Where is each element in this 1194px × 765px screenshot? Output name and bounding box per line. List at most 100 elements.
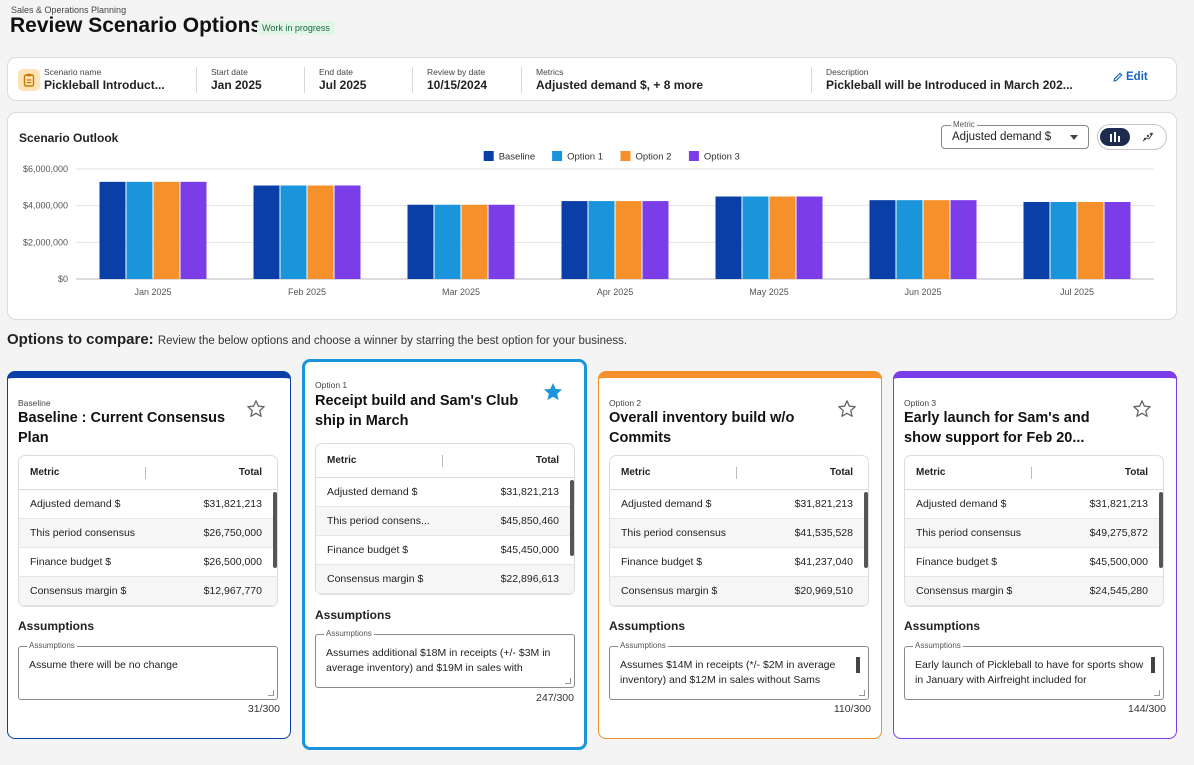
metrics-field: Metrics Adjusted demand $, + 8 more (536, 67, 703, 92)
option-card-option-2[interactable]: Option 2 Overall inventory build w/o Com… (598, 371, 882, 739)
assumptions-textarea[interactable]: Assumptions Assumes $14M in receipts (*/… (609, 641, 869, 700)
field-value: Pickleball will be Introduced in March 2… (826, 78, 1073, 92)
metric-cell: Consensus margin $ (621, 585, 718, 597)
bar (615, 201, 642, 279)
textarea-scrollbar[interactable] (1151, 657, 1155, 673)
bar (180, 181, 207, 279)
column-header-total[interactable]: Total (535, 455, 559, 466)
option-title: Baseline : Current Consensus Plan (18, 410, 226, 446)
option-title: Early launch for Sam's and show support … (904, 410, 1090, 446)
table-row: Finance budget $ $45,500,000 (905, 548, 1163, 577)
total-cell: $20,969,510 (794, 585, 853, 597)
metric-cell: This period consens... (327, 515, 430, 527)
metric-cell: Finance budget $ (30, 556, 112, 568)
table-scrollbar[interactable] (1159, 492, 1163, 568)
table-row: This period consensus $41,535,528 (610, 519, 868, 548)
assumptions-textarea[interactable]: Assumptions Early launch of Pickleball t… (904, 641, 1164, 700)
metric-cell: This period consensus (916, 527, 1022, 539)
textarea-scrollbar[interactable] (856, 657, 860, 673)
star-button[interactable] (542, 381, 564, 408)
char-count: 144/300 (1128, 703, 1166, 715)
column-header-total[interactable]: Total (829, 467, 853, 478)
option-card-option-1[interactable]: Option 1 Receipt build and Sam's Club sh… (302, 359, 587, 750)
assumptions-heading: Assumptions (904, 619, 981, 633)
column-header-metric[interactable]: Metric (621, 467, 651, 478)
total-cell: $31,821,213 (794, 498, 853, 510)
y-tick-label: $6,000,000 (23, 164, 68, 174)
bar (869, 200, 896, 279)
legend-label: Option 3 (704, 152, 740, 163)
field-value: 10/15/2024 (427, 78, 488, 92)
chart-title: Scenario Outlook (19, 131, 119, 145)
options-compare-title: Options to compare: (7, 331, 154, 348)
metric-table: Metric Total Adjusted demand $ $31,821,21… (18, 455, 278, 607)
bar (561, 201, 588, 279)
bar (950, 200, 977, 279)
table-scrollbar[interactable] (570, 480, 574, 556)
star-button[interactable] (837, 399, 857, 424)
assumptions-textarea[interactable]: Assumptions Assume there will be no chan… (18, 641, 278, 700)
table-scrollbar[interactable] (864, 492, 868, 568)
assumptions-text: Assumes $14M in receipts (*/- $2M in ave… (620, 659, 836, 686)
legend-swatch (688, 151, 699, 161)
y-tick-label: $4,000,000 (23, 201, 68, 211)
field-value: Adjusted demand $, + 8 more (536, 78, 704, 92)
assumptions-textarea[interactable]: Assumptions Assumes additional $18M in r… (315, 629, 575, 688)
assumptions-heading: Assumptions (18, 619, 95, 633)
metric-table: Metric Total Adjusted demand $ $31,821,21… (315, 443, 575, 595)
option-card-baseline[interactable]: Baseline Baseline : Current Consensus Pl… (7, 371, 291, 739)
edit-button-label: Edit (1126, 71, 1148, 83)
assumptions-field-label: Assumptions (324, 629, 374, 638)
table-row: Adjusted demand $ $31,821,213 (19, 490, 277, 519)
field-label: Scenario name (44, 67, 102, 77)
column-header-total[interactable]: Total (238, 467, 262, 478)
column-header-total[interactable]: Total (1124, 467, 1148, 478)
column-header-metric[interactable]: Metric (916, 467, 946, 478)
table-row: This period consensus $49,275,872 (905, 519, 1163, 548)
chevron-down-icon (1070, 135, 1078, 140)
resize-handle[interactable] (1154, 690, 1160, 696)
option-title: Overall inventory build w/o Commits (609, 410, 795, 446)
divider (811, 67, 812, 93)
legend-label: Option 2 (636, 152, 672, 163)
breadcrumb[interactable]: Sales & Operations Planning (11, 5, 127, 15)
option-title: Receipt build and Sam's Club ship in Mar… (315, 393, 519, 429)
scenario-outlook-panel: $0 $2,000,000 $4,000,000 $6,000,000 Jan 2025… (7, 112, 1177, 320)
star-outline-icon (1133, 400, 1151, 417)
column-divider (442, 455, 443, 467)
metric-cell: Adjusted demand $ (916, 498, 1007, 510)
bar (588, 201, 615, 279)
column-header-metric[interactable]: Metric (327, 455, 357, 466)
bar (407, 204, 434, 279)
star-button[interactable] (246, 399, 266, 424)
metric-cell: This period consensus (30, 527, 136, 539)
scatter-chart-view-button[interactable] (1133, 128, 1163, 146)
legend-label: Baseline (499, 152, 535, 163)
bar (307, 185, 334, 279)
y-tick-label: $2,000,000 (23, 237, 68, 247)
metric-cell: Finance budget $ (621, 556, 703, 568)
option-card-option-3[interactable]: Option 3 Early launch for Sam's and show… (893, 371, 1177, 739)
resize-handle[interactable] (268, 690, 274, 696)
metric-select[interactable]: Metric Adjusted demand $ (941, 120, 1089, 149)
total-cell: $41,237,040 (794, 556, 853, 568)
resize-handle[interactable] (859, 690, 865, 696)
table-scrollbar[interactable] (273, 492, 277, 568)
resize-handle[interactable] (565, 678, 571, 684)
scenario-name-field: Scenario name Pickleball Introduct... (44, 67, 165, 92)
x-tick-label: Apr 2025 (597, 287, 634, 297)
field-value: Jul 2025 (319, 78, 367, 92)
total-cell: $45,500,000 (1089, 556, 1148, 568)
column-header-metric[interactable]: Metric (30, 467, 60, 478)
bar-chart-view-button[interactable] (1100, 128, 1130, 146)
edit-button[interactable]: Edit (1113, 71, 1148, 83)
start-date-field: Start date Jan 2025 (211, 67, 262, 92)
total-cell: $31,821,213 (1089, 498, 1148, 510)
bar (642, 201, 669, 279)
bar (1077, 202, 1104, 279)
option-label: Option 2 (609, 398, 642, 408)
page-title: Review Scenario Options (10, 14, 263, 37)
metric-cell: Adjusted demand $ (621, 498, 712, 510)
table-row: Consensus margin $ $22,896,613 (316, 565, 574, 594)
star-button[interactable] (1132, 399, 1152, 424)
